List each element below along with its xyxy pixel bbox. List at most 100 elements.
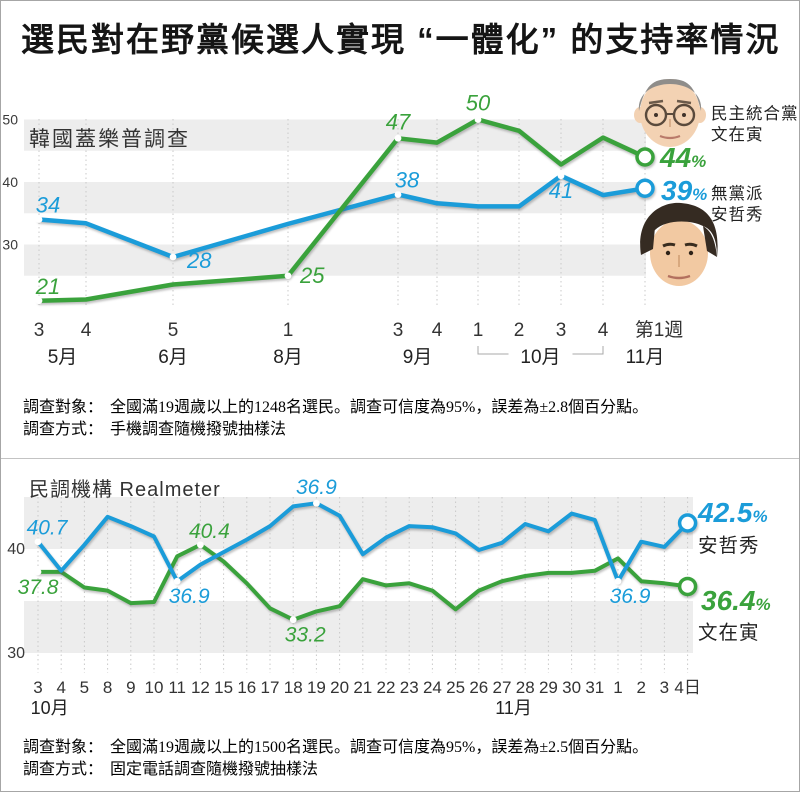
x-tick-label: 9 bbox=[126, 678, 135, 697]
month-label: 6月 bbox=[158, 347, 188, 368]
page-title: 選民對在野黨候選人實現 “一體化” 的支持率情況 bbox=[21, 21, 781, 58]
data-label: 47 bbox=[386, 109, 411, 134]
realmeter-note-line1: 調查對象： 全國滿19週歲以上的1500名選民。調查可信度為95%，誤差為±2.5… bbox=[23, 739, 649, 756]
x-tick-label: 22 bbox=[377, 678, 396, 697]
point-dot bbox=[35, 297, 43, 305]
data-label: 41 bbox=[549, 178, 573, 203]
ahn-face-icon bbox=[640, 202, 718, 286]
realmeter-note-line2: 調查方式： 固定電話調查隨機撥號抽樣法 bbox=[23, 761, 319, 778]
month-label: 8月 bbox=[273, 347, 303, 368]
ahn-series bbox=[36, 501, 698, 584]
moon-series bbox=[36, 117, 655, 304]
y-tick-label: 30 bbox=[2, 237, 18, 253]
x-tick-label: 1 bbox=[613, 678, 622, 697]
rm-moon-final-pct: 36.4% bbox=[701, 585, 771, 616]
data-label: 40.7 bbox=[27, 517, 69, 540]
ahn-party-label: 無黨派 bbox=[711, 185, 764, 203]
point-dot bbox=[614, 577, 622, 585]
plot-band bbox=[24, 119, 646, 151]
month-label: 10月 bbox=[520, 347, 560, 368]
point-dot bbox=[34, 568, 42, 576]
x-tick-label: 11 bbox=[168, 678, 186, 697]
x-tick-label: 3 bbox=[660, 678, 669, 697]
x-tick-label: 29 bbox=[539, 678, 558, 697]
rm-ahn-final-pct: 42.5% bbox=[698, 497, 768, 528]
x-tick-label: 2 bbox=[514, 320, 525, 341]
plot-band bbox=[24, 497, 693, 549]
point-dot bbox=[169, 253, 177, 261]
month-label: 9月 bbox=[403, 347, 433, 368]
realmeter-note: 調查對象： 全國滿19週歲以上的1500名選民。調查可信度為95%，誤差為±2.5… bbox=[23, 737, 648, 781]
ahn-name-label: 安哲秀 bbox=[711, 205, 764, 224]
y-tick-label: 40 bbox=[7, 541, 25, 558]
ahn-final-pct: 39% bbox=[661, 175, 708, 206]
x-tick-label: 31 bbox=[585, 678, 604, 697]
x-tick-label: 10 bbox=[145, 678, 164, 697]
x-tick-label: 21 bbox=[353, 678, 372, 697]
x-tick-label: 4 bbox=[81, 320, 92, 341]
x-tick-label: 12 bbox=[191, 678, 210, 697]
y-tick-label: 40 bbox=[2, 174, 18, 190]
data-label: 34 bbox=[36, 193, 60, 218]
data-label: 21 bbox=[35, 274, 60, 299]
rm-ahn-name-label: 安哲秀 bbox=[698, 535, 760, 557]
x-tick-label: 3 bbox=[33, 678, 42, 697]
month-label: 11月 bbox=[495, 698, 532, 718]
x-tick-label: 17 bbox=[261, 678, 280, 697]
y-tick-label: 30 bbox=[7, 645, 25, 662]
x-tick-label: 15 bbox=[214, 678, 233, 697]
plot-band bbox=[24, 601, 693, 653]
x-tick-label: 4 bbox=[56, 678, 65, 697]
moon-line bbox=[36, 542, 690, 622]
moon-final-pct: 44% bbox=[660, 142, 707, 173]
moon-end-circle bbox=[635, 147, 655, 167]
moon-party-name-label: 民主統合黨 文在寅 bbox=[711, 104, 799, 145]
data-label: 36.9 bbox=[610, 585, 651, 608]
month-label: 11月 bbox=[626, 347, 665, 368]
x-tick-label: 2 bbox=[636, 678, 645, 697]
moon-party-label: 民主統合黨 bbox=[711, 105, 799, 123]
ahn-party-name-label: 無黨派 安哲秀 bbox=[711, 184, 764, 225]
x-tick-label: 19 bbox=[307, 678, 326, 697]
point-dot bbox=[197, 541, 204, 549]
x-tick-label: 3 bbox=[34, 320, 45, 341]
x-tick-label: 5 bbox=[80, 678, 89, 697]
data-label: 33.2 bbox=[285, 624, 326, 647]
data-label: 36.9 bbox=[169, 585, 210, 608]
data-label: 28 bbox=[186, 248, 212, 273]
x-tick-label: 4 bbox=[432, 320, 443, 341]
month-label: 5月 bbox=[48, 347, 78, 368]
x-tick-label: 1 bbox=[283, 320, 294, 341]
point-dot bbox=[394, 191, 402, 198]
moon-end-circle bbox=[677, 576, 698, 597]
ahn-end-circle bbox=[677, 513, 698, 533]
point-dot bbox=[557, 172, 565, 180]
data-label: 38 bbox=[395, 168, 420, 193]
data-label: 25 bbox=[299, 263, 325, 288]
gallup-note-line2: 調查方式： 手機調查隨機撥號抽樣法 bbox=[23, 421, 287, 438]
ahn-end-circle bbox=[635, 178, 655, 198]
ahn-line bbox=[36, 173, 648, 260]
point-dot bbox=[34, 538, 42, 546]
x-tick-label: 8 bbox=[103, 678, 112, 697]
x-tick-label: 3 bbox=[393, 320, 404, 341]
data-label: 37.8 bbox=[18, 576, 59, 599]
x-tick-label: 28 bbox=[516, 678, 535, 697]
point-dot bbox=[394, 134, 402, 142]
y-tick-label: 50 bbox=[2, 112, 18, 128]
data-label: 40.4 bbox=[189, 520, 230, 543]
ahn-cheolsoo-portrait bbox=[633, 199, 725, 296]
x-tick-label: 25 bbox=[446, 678, 465, 697]
point-dot bbox=[313, 499, 320, 507]
moon-series bbox=[36, 542, 698, 622]
x-tick-label: 26 bbox=[469, 678, 488, 697]
point-dot bbox=[284, 272, 292, 280]
x-tick-label: 30 bbox=[562, 678, 581, 697]
x-tick-label: 第1週 bbox=[635, 319, 684, 341]
x-tick-label: 18 bbox=[284, 678, 303, 697]
x-tick-label: 23 bbox=[400, 678, 419, 697]
gallup-note: 調查對象： 全國滿19週歲以上的1248名選民。調查可信度為95%，誤差為±2.8… bbox=[23, 397, 648, 441]
